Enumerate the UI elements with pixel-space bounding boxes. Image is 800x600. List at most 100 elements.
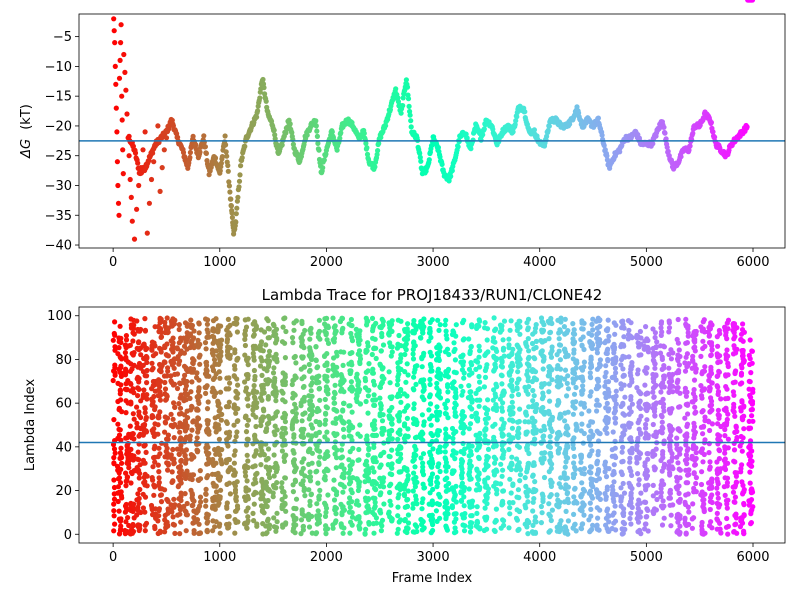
lambda-point bbox=[350, 445, 356, 451]
lambda-point bbox=[313, 344, 319, 350]
lambda-point bbox=[290, 409, 296, 415]
lambda-point bbox=[557, 342, 564, 348]
lambda-point bbox=[265, 396, 271, 402]
lambda-point bbox=[128, 507, 134, 514]
lambda-point bbox=[419, 412, 425, 418]
lambda-point bbox=[299, 508, 305, 514]
dg-point bbox=[124, 111, 130, 117]
lambda-point bbox=[427, 392, 433, 398]
lambda-point bbox=[210, 376, 216, 382]
lambda-point bbox=[137, 486, 143, 493]
lambda-point bbox=[232, 366, 238, 372]
lambda-point bbox=[419, 469, 426, 475]
lambda-point bbox=[164, 315, 170, 321]
lambda-point bbox=[500, 498, 506, 504]
lambda-point bbox=[253, 472, 259, 478]
lambda-point bbox=[468, 360, 474, 366]
lambda-point bbox=[115, 380, 121, 386]
lambda-point bbox=[515, 391, 522, 398]
lambda-point bbox=[474, 510, 480, 516]
lambda-point bbox=[428, 481, 434, 487]
lambda-point bbox=[144, 367, 150, 374]
lambda-point bbox=[188, 369, 194, 375]
dg-point bbox=[480, 132, 486, 138]
lambda-point bbox=[224, 521, 230, 528]
dg-point bbox=[201, 133, 207, 139]
lambda-point bbox=[142, 421, 148, 428]
lambda-point bbox=[414, 528, 420, 535]
lambda-point bbox=[223, 419, 230, 425]
lambda-point bbox=[178, 490, 184, 496]
lambda-point bbox=[118, 373, 124, 379]
lambda-point bbox=[142, 327, 148, 333]
lambda-point bbox=[509, 454, 515, 460]
lambda-point bbox=[293, 360, 299, 366]
lambda-point bbox=[243, 385, 249, 391]
lambda-point bbox=[389, 471, 395, 478]
lambda-point bbox=[164, 373, 170, 379]
lambda-point bbox=[265, 318, 271, 324]
lambda-point bbox=[387, 340, 393, 346]
lambda-point bbox=[264, 486, 270, 492]
lambda-point bbox=[565, 352, 571, 358]
lambda-point bbox=[114, 463, 121, 469]
lambda-point bbox=[226, 386, 232, 392]
dg-point bbox=[364, 145, 370, 151]
lambda-point bbox=[187, 395, 193, 401]
lambda-point bbox=[123, 337, 130, 343]
lambda-point bbox=[156, 415, 162, 421]
lambda-point bbox=[124, 474, 130, 480]
lambda-point bbox=[418, 377, 424, 383]
lambda-point bbox=[178, 458, 184, 464]
lambda-point bbox=[482, 367, 488, 374]
lambda-point bbox=[176, 361, 182, 367]
lambda-point bbox=[515, 369, 521, 375]
dg-point bbox=[374, 151, 380, 158]
lambda-point bbox=[270, 415, 276, 421]
dg-point bbox=[260, 76, 266, 83]
lambda-point bbox=[571, 511, 577, 517]
lambda-point bbox=[389, 349, 395, 355]
lambda-point bbox=[501, 420, 507, 426]
lambda-point bbox=[183, 457, 189, 463]
lambda-point bbox=[570, 525, 576, 531]
lambda-point bbox=[195, 398, 201, 404]
lambda-point bbox=[244, 422, 250, 428]
lambda-point bbox=[461, 413, 467, 420]
lambda-point bbox=[323, 531, 329, 537]
lambda-point bbox=[111, 417, 117, 423]
dg-point bbox=[661, 124, 667, 130]
dg-point bbox=[393, 86, 399, 92]
lambda-point bbox=[513, 515, 520, 522]
lambda-point bbox=[581, 404, 588, 410]
lambda-point bbox=[307, 401, 313, 407]
lambda-point bbox=[461, 375, 467, 381]
lambda-point bbox=[365, 496, 372, 502]
lambda-point bbox=[380, 412, 386, 418]
lambda-point bbox=[309, 460, 315, 466]
lambda-point bbox=[349, 409, 355, 415]
lambda-point bbox=[378, 462, 384, 468]
lambda-point bbox=[377, 483, 383, 489]
lambda-point bbox=[233, 395, 239, 401]
lambda-point bbox=[177, 405, 184, 411]
lambda-point bbox=[547, 421, 553, 428]
lambda-point bbox=[136, 412, 142, 418]
dg-point bbox=[513, 118, 519, 124]
lambda-point bbox=[379, 418, 386, 424]
lambda-point bbox=[189, 322, 195, 329]
dg-point bbox=[193, 142, 199, 148]
lambda-point bbox=[346, 481, 353, 487]
lambda-point bbox=[245, 417, 252, 423]
lambda-point bbox=[316, 317, 322, 323]
lambda-point bbox=[151, 492, 157, 498]
lambda-point bbox=[523, 412, 530, 418]
lambda-point bbox=[226, 375, 232, 381]
lambda-point bbox=[123, 470, 129, 476]
lambda-point bbox=[443, 431, 449, 437]
dg-point bbox=[223, 149, 229, 155]
lambda-point bbox=[473, 410, 479, 416]
lambda-point bbox=[443, 483, 449, 489]
lambda-point bbox=[347, 403, 353, 409]
dg-point bbox=[690, 130, 696, 136]
